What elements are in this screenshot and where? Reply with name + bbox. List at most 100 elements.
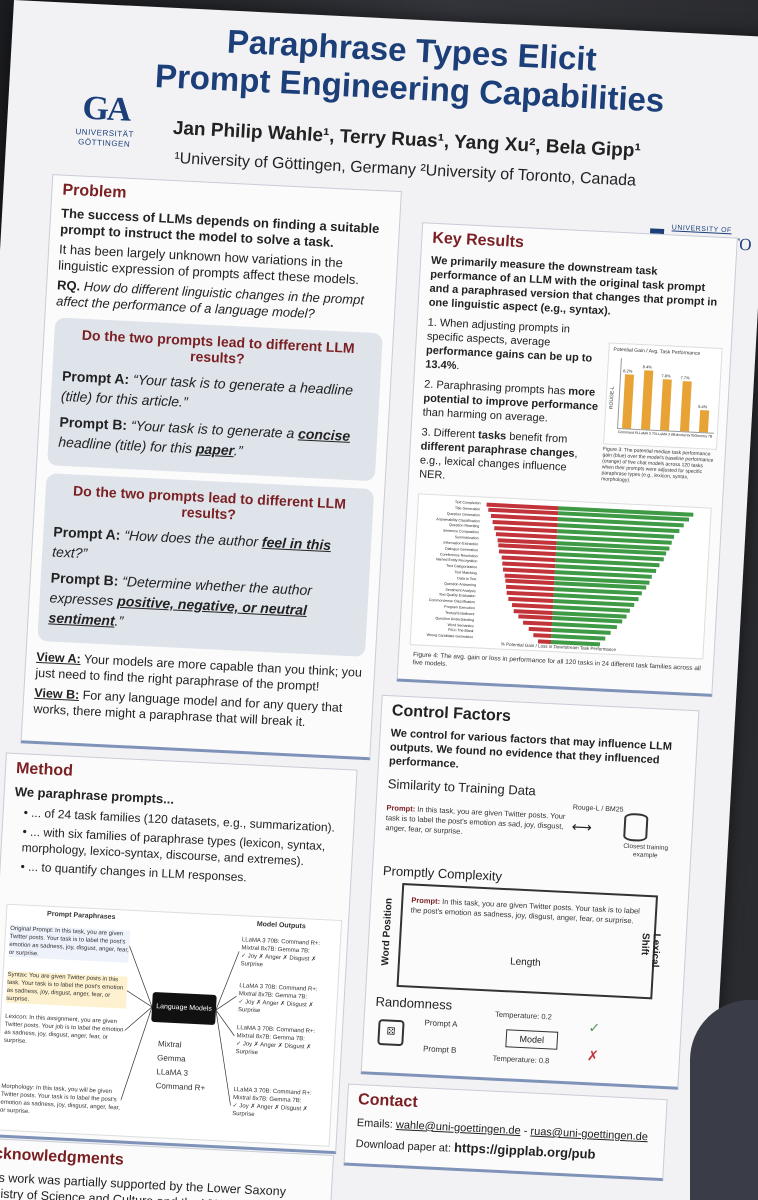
kr-item-2: 2. Paraphrasing prompts has more potenti… bbox=[422, 378, 599, 425]
fig3-ylabel: ROUGE-L bbox=[608, 386, 616, 410]
q2-prompt-a: Prompt A: “How does the author feel in t… bbox=[52, 522, 362, 577]
goettingen-logo: GA UNIVERSITÄT GÖTTINGEN bbox=[64, 89, 147, 151]
kr-item-1: 1. When adjusting prompts in specific as… bbox=[424, 316, 593, 373]
fig3-bar-label: 5.4% bbox=[698, 404, 708, 410]
fig4-loss-bar bbox=[528, 626, 552, 632]
complexity-box: Prompt: In this task, you are given Twit… bbox=[380, 883, 662, 1000]
kr3-pre: Different bbox=[433, 427, 479, 442]
fig-left-title: Prompt Paraphrases bbox=[46, 910, 116, 922]
fig4-loss-bar bbox=[511, 602, 554, 609]
fig3-bar bbox=[641, 370, 654, 430]
comp-prompt-text: In this task, you are given Twitter post… bbox=[410, 896, 641, 926]
comp-prompt-label: Prompt: bbox=[411, 895, 441, 906]
q2-prompt-b: Prompt B: “Determine whether the author … bbox=[48, 567, 359, 642]
email-2[interactable]: ruas@uni-goettingen.de bbox=[530, 1125, 649, 1144]
paper-url[interactable]: https://gipplab.org/pub bbox=[453, 1139, 596, 1162]
q2-a-post: text?” bbox=[51, 543, 88, 562]
dice-icon: ⚄ bbox=[377, 1019, 405, 1047]
complexity-prompt: Prompt: In this task, you are given Twit… bbox=[411, 895, 642, 926]
figure-4-chart: Text Completion Title Generation Question … bbox=[409, 493, 712, 660]
fig3-bar-label: 8.4% bbox=[642, 364, 652, 370]
fig4-loss-bar bbox=[518, 614, 553, 621]
fig3-bar bbox=[698, 410, 709, 433]
figure-3-caption: Figure 3: The potential median task perf… bbox=[600, 446, 714, 484]
out-vals-4: ✓ Joy ✗ Anger ✗ Disgust ✗ Surprise bbox=[231, 1102, 308, 1119]
randomness-row: ⚄ Prompt A Prompt B Model Temperature: 0… bbox=[372, 1010, 671, 1087]
contact-section: Contact Emails: wahle@uni-goettingen.de … bbox=[343, 1083, 668, 1182]
fig-right-title: Model Outputs bbox=[256, 920, 306, 931]
email-1[interactable]: wahle@uni-goettingen.de bbox=[395, 1118, 522, 1138]
question-box-1: Do the two prompts lead to different LLM… bbox=[47, 317, 383, 482]
fig3-bar-label: 8.2% bbox=[623, 367, 633, 374]
fig-prompt-1: Original Prompt: In this task, you are g… bbox=[8, 924, 131, 963]
fig4-loss-bar bbox=[523, 620, 553, 627]
fig3-category-label: Mixtral 8x7B bbox=[675, 432, 695, 438]
problem-section: Problem The success of LLMs depends on f… bbox=[20, 174, 402, 761]
similarity-metric: Rouge-L / BM25 bbox=[572, 804, 624, 814]
fig-prompt-3: Lexicon: In this assignment, you are giv… bbox=[3, 1013, 124, 1045]
method-section: Method We paraphrase prompts... • ... of… bbox=[0, 752, 358, 1155]
fig-outputs-3: LLaMA 3 70B: Command R+: Mixtral 8x7B: G… bbox=[235, 1024, 332, 1061]
axis-lexical-shift: Lexical Shift bbox=[638, 932, 662, 968]
q1-prompt-b: Prompt B: “Your task is to generate a co… bbox=[58, 412, 368, 467]
kr1-post: . bbox=[456, 360, 460, 373]
fig3-category-label: Gemma 7B bbox=[694, 433, 713, 439]
fig3-category-label: LLaMA 3 8B bbox=[656, 431, 676, 437]
q2-b-label: Prompt B: bbox=[50, 569, 119, 589]
kr1-bold: performance gains can be up to 13.4% bbox=[424, 344, 593, 373]
q1-b-u1: concise bbox=[297, 425, 351, 444]
fig3-category-label: LLaMA 3 70B bbox=[636, 430, 657, 436]
axis-word-position: Word Position bbox=[379, 897, 395, 966]
view-b-text: For any language model and for any query… bbox=[33, 688, 343, 730]
closest-example: Closest training example bbox=[623, 842, 669, 860]
control-lead: We control for various factors that may … bbox=[388, 727, 673, 771]
q2-b-post: .” bbox=[114, 612, 124, 630]
fig-connector-lines bbox=[120, 945, 240, 1106]
out-names-2: LLaMA 3 70B: Command R+: Mixtral 8x7B: G… bbox=[238, 983, 318, 1001]
fig-prompt-2: Syntax: You are given Twitter posts in t… bbox=[6, 970, 128, 1009]
kr1-pre: When adjusting prompts in specific aspec… bbox=[426, 317, 571, 349]
check-icon: ✓ bbox=[588, 1019, 601, 1036]
poster-title: Paraphrase Types Elicit Prompt Engineeri… bbox=[149, 19, 673, 120]
temp-low: Temperature: 0.8 bbox=[492, 1053, 550, 1066]
similarity-row: Prompt: In this task, you are given Twit… bbox=[384, 795, 683, 869]
prompt-a-label: Prompt A bbox=[424, 1018, 458, 1029]
q1-a-label: Prompt A: bbox=[61, 367, 130, 388]
fig3-bar bbox=[622, 373, 635, 429]
key-results-lead: We primarily measure the downstream task… bbox=[428, 254, 718, 318]
similarity-prompt: Prompt: In this task, you are given Twit… bbox=[385, 803, 566, 842]
fig3-bar-label: 7.8% bbox=[661, 372, 671, 379]
view-b-label: View B: bbox=[33, 685, 80, 702]
fig-prompt-4: Morphology: In this task, you will be gi… bbox=[0, 1083, 121, 1116]
out-vals-1: ✓ Joy ✗ Anger ✗ Disgust ✗ Surprise bbox=[240, 953, 317, 969]
goettingen-logo-mark: GA bbox=[81, 89, 131, 129]
fig3-bar bbox=[660, 378, 673, 431]
key-results-section: Key Results We primarily measure the dow… bbox=[396, 222, 738, 697]
model-box: Model bbox=[505, 1029, 559, 1050]
fig4-loss-bar bbox=[533, 632, 552, 638]
question-2: Do the two prompts lead to different LLM… bbox=[72, 482, 347, 523]
download-label: Download paper at: bbox=[355, 1138, 452, 1155]
q1-b-mid: headline (title) for this bbox=[57, 433, 197, 457]
q2-a-label: Prompt A: bbox=[52, 523, 121, 543]
out-names-4: LLaMA 3 70B: Command R+: Mixtral 8x7B: G… bbox=[232, 1087, 312, 1105]
fig4-plot-area: Text Completion Title Generation Question … bbox=[411, 498, 710, 652]
fig3-bar-label: 7.7% bbox=[680, 375, 690, 381]
out-names-3: LLaMA 3 70B: Command R+: Mixtral 8x7B: G… bbox=[236, 1025, 316, 1043]
q1-prompt-a: Prompt A: “Your task is to generate a he… bbox=[60, 366, 370, 421]
arrow-icon: ⟷ bbox=[571, 818, 593, 836]
out-vals-3: ✓ Joy ✗ Anger ✗ Disgust ✗ Surprise bbox=[235, 1041, 312, 1057]
fig4-loss-bar bbox=[513, 608, 553, 615]
key-results-list: 1. When adjusting prompts in specific as… bbox=[419, 316, 603, 490]
q1-b-post: .” bbox=[233, 442, 244, 459]
q1-b-label: Prompt B: bbox=[59, 413, 128, 434]
person-silhouette bbox=[690, 1000, 758, 1200]
rq-label: RQ. bbox=[56, 277, 81, 294]
q2-a-pre: “How does the author bbox=[123, 527, 263, 550]
question-1: Do the two prompts lead to different LLM… bbox=[81, 326, 356, 367]
emails-label: Emails: bbox=[356, 1117, 394, 1131]
out-vals-2: ✓ Joy ✗ Anger ✗ Disgust ✗ Surprise bbox=[237, 999, 314, 1015]
fig3-legend: Potential Gain / Avg. Task Performance bbox=[613, 346, 701, 357]
